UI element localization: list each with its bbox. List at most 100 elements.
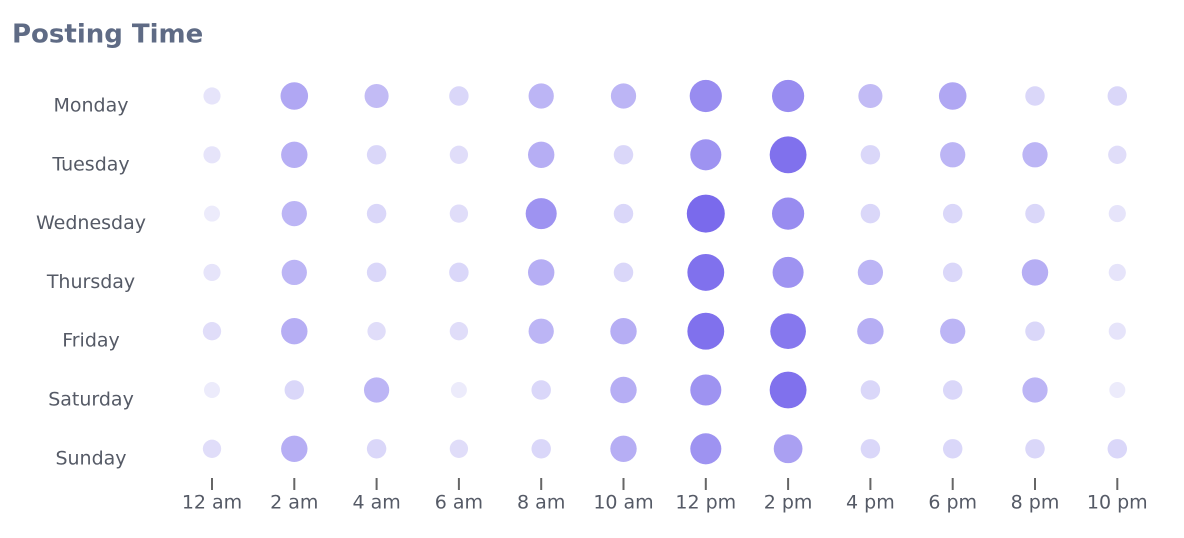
bubble (857, 317, 884, 345)
bubble (610, 435, 637, 463)
bubble (769, 136, 807, 174)
x-tick-label: 12 pm (675, 492, 736, 514)
bubble (1022, 142, 1048, 168)
bubble (860, 145, 881, 165)
bubble (942, 203, 963, 224)
bubble (366, 145, 387, 165)
x-tick-label: 10 am (593, 492, 653, 514)
bubble (1107, 86, 1128, 106)
x-tick-label: 12 am (182, 492, 242, 514)
bubble (689, 79, 722, 113)
bubble (942, 262, 963, 283)
bubble (860, 203, 881, 224)
bubble (528, 83, 554, 109)
bubble (367, 322, 386, 341)
bubble (940, 142, 966, 168)
row-label: Wednesday (36, 212, 146, 234)
bubble (1108, 145, 1127, 164)
bubble (449, 145, 469, 164)
bubble (610, 317, 637, 345)
bubble (281, 317, 308, 345)
bubble (449, 86, 469, 106)
bubble (204, 382, 220, 398)
bubble (527, 141, 555, 169)
bubble (281, 259, 307, 286)
bubble (531, 439, 551, 459)
bubble (687, 312, 725, 350)
x-tick-label: 4 am (352, 492, 400, 514)
bubble (449, 204, 469, 223)
x-tick-label: 8 am (517, 492, 565, 514)
bubble (528, 318, 554, 344)
bubble (770, 313, 806, 350)
bubble (281, 435, 308, 463)
bubble (531, 380, 551, 400)
bubble (366, 262, 387, 283)
x-tick-label: 10 pm (1087, 492, 1148, 514)
bubble (690, 433, 722, 465)
x-tick-label: 2 am (270, 492, 318, 514)
bubble (860, 439, 881, 459)
bubble (690, 374, 722, 406)
bubble (202, 322, 222, 341)
bubble (366, 439, 387, 459)
bubble (860, 380, 881, 400)
bubble (202, 439, 222, 458)
bubble (1108, 263, 1126, 281)
bubble (1021, 259, 1049, 286)
bubble (613, 203, 634, 224)
bubble (1025, 86, 1045, 106)
bubble (858, 83, 883, 109)
bubble (773, 434, 803, 464)
bubble (771, 79, 805, 113)
x-tick-label: 6 pm (928, 492, 977, 514)
bubble (613, 262, 634, 283)
x-tick-label: 2 pm (764, 492, 813, 514)
bubble (1025, 439, 1045, 459)
bubble (281, 141, 308, 169)
row-label: Saturday (48, 389, 134, 411)
bubble (1108, 322, 1126, 340)
bubble (1025, 321, 1045, 341)
x-tick-label: 4 pm (846, 492, 895, 514)
bubble (687, 253, 725, 291)
row-label: Friday (62, 330, 120, 352)
bubble (940, 318, 966, 344)
bubble (686, 194, 725, 233)
bubble (942, 439, 963, 459)
x-tick-label: 8 pm (1011, 492, 1060, 514)
bubble (610, 83, 637, 109)
bubble (938, 82, 967, 110)
bubble (1022, 377, 1048, 403)
bubble (284, 380, 305, 400)
bubble (204, 205, 220, 222)
bubble (281, 200, 307, 227)
bubble (1109, 382, 1126, 398)
chart-title: Posting Time (12, 20, 203, 50)
bubble (525, 198, 557, 230)
x-tick-label: 6 am (435, 492, 483, 514)
row-label: Thursday (46, 271, 135, 293)
bubble (203, 146, 221, 164)
bubble (857, 259, 884, 286)
row-label: Monday (53, 95, 128, 117)
bubble (449, 322, 469, 341)
bubble (203, 263, 221, 281)
bubble (366, 203, 387, 224)
bubble (449, 262, 469, 283)
bubble (610, 376, 637, 404)
bubble (1025, 203, 1045, 224)
bubble (613, 145, 634, 165)
bubble (363, 377, 390, 403)
bubble (769, 371, 807, 409)
row-label: Tuesday (51, 153, 129, 175)
row-label: Sunday (55, 447, 126, 469)
bubble (690, 139, 722, 171)
bubble (280, 82, 309, 110)
bubble (1108, 205, 1126, 223)
bubble (942, 380, 963, 400)
bubble (449, 439, 469, 458)
bubble (771, 197, 805, 230)
